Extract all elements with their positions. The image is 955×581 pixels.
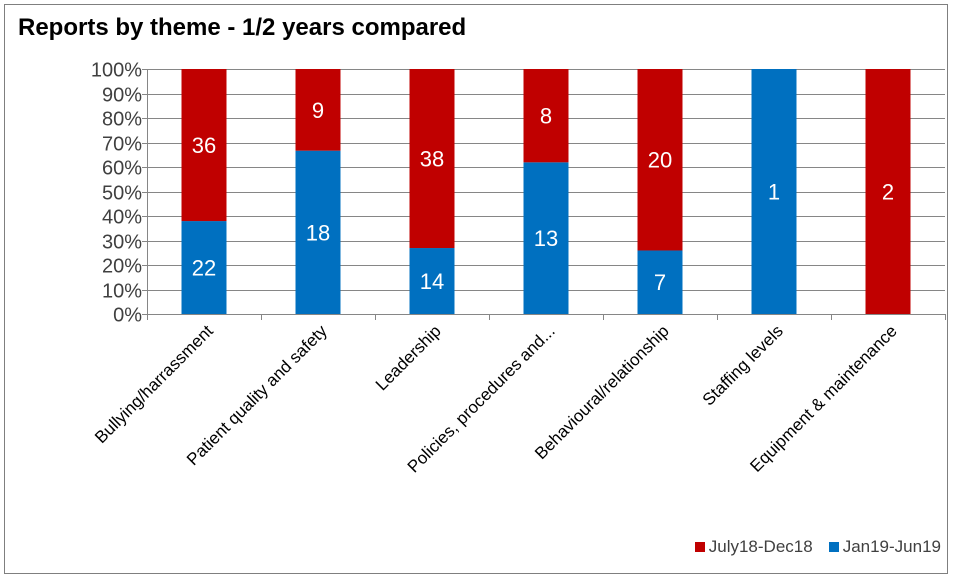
- data-label: 36: [192, 133, 216, 158]
- chart-title: Reports by theme - 1/2 years compared: [18, 14, 467, 41]
- category-label: Staffing levels: [699, 321, 787, 409]
- data-label: 2: [882, 180, 894, 205]
- y-tick-label: 80%: [102, 109, 142, 131]
- bar-segment: [865, 69, 911, 314]
- y-tick-label: 30%: [102, 232, 142, 254]
- y-tick-label: 20%: [102, 256, 142, 278]
- bar-segment: [181, 221, 227, 314]
- bar-segment: [181, 69, 227, 222]
- legend-item: July18-Dec18: [694, 537, 813, 557]
- bar-segment: [523, 162, 569, 314]
- data-label: 38: [420, 147, 444, 172]
- data-label: 7: [654, 270, 666, 295]
- bar-segment: [295, 150, 341, 314]
- legend-swatch: [828, 542, 839, 552]
- data-label: 8: [540, 104, 552, 129]
- y-tick-label: 10%: [102, 281, 142, 303]
- legend-item: Jan19-Jun19: [828, 537, 941, 557]
- bars: [181, 69, 911, 314]
- bar-segment: [637, 250, 683, 314]
- data-label: 9: [312, 98, 324, 123]
- axes: 0%10% 20%30% 40%50% 60%70% 80%90% 100%: [91, 60, 946, 327]
- data-label: 20: [648, 148, 672, 173]
- data-label: 18: [306, 220, 330, 245]
- legend-label: Jan19-Jun19: [842, 537, 941, 556]
- bar-segment: [751, 69, 797, 314]
- data-label: 22: [192, 256, 216, 281]
- bar-segment: [409, 69, 455, 249]
- y-tick-label: 0%: [113, 305, 142, 327]
- bar-segment: [523, 69, 569, 163]
- y-tick-label: 70%: [102, 134, 142, 156]
- bar-segment: [295, 69, 341, 151]
- data-label: 14: [420, 269, 444, 294]
- category-label: Bullying/harrassment: [91, 321, 217, 447]
- y-tick-label: 40%: [102, 207, 142, 229]
- y-tick-label: 60%: [102, 158, 142, 180]
- bar-segment: [409, 248, 455, 314]
- y-tick-label: 100%: [91, 60, 142, 82]
- bar-segment: [637, 69, 683, 251]
- category-label: Leadership: [372, 321, 445, 394]
- legend: July18-Dec18 Jan19-Jun19: [679, 537, 941, 557]
- legend-swatch: [694, 542, 705, 552]
- legend-label: July18-Dec18: [708, 537, 813, 556]
- y-tick-label: 50%: [102, 183, 142, 205]
- category-label: Behavioural/relationship: [531, 321, 673, 463]
- y-tick-label: 90%: [102, 85, 142, 107]
- data-label: 1: [768, 180, 780, 205]
- data-label: 13: [534, 226, 558, 251]
